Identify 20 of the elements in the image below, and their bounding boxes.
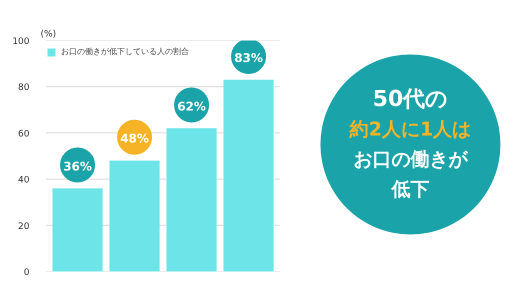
- y-tick-label: 0: [24, 268, 30, 278]
- data-label: 36%: [63, 159, 92, 174]
- bar: [166, 128, 217, 272]
- bar: [223, 80, 274, 272]
- data-label: 62%: [177, 99, 206, 114]
- y-tick-label: 80: [18, 83, 30, 94]
- data-label: 83%: [234, 50, 263, 65]
- text: お口の働きが: [353, 148, 468, 170]
- text: 50代の: [372, 86, 448, 112]
- y-tick-label: 100: [12, 37, 30, 47]
- text: 約2人に1人は: [348, 118, 472, 140]
- legend-label: お口の働きが低下している人の割合: [61, 46, 189, 57]
- bar: [52, 188, 103, 272]
- data-label: 48%: [120, 132, 149, 146]
- bar: [109, 160, 160, 272]
- y-tick-label: 40: [18, 176, 30, 186]
- y-tick-label: 60: [18, 129, 30, 140]
- y-tick-label: 20: [18, 222, 30, 232]
- y-axis-title: (%): [40, 30, 56, 40]
- text: 低下: [390, 178, 430, 200]
